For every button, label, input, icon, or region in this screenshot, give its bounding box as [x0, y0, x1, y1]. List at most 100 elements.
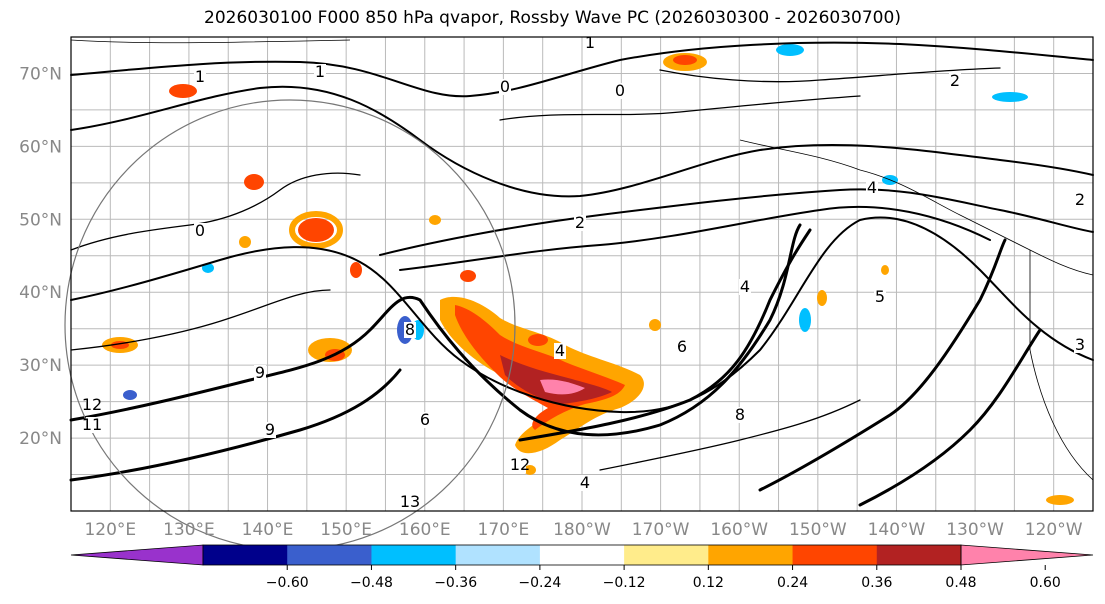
colorbar-tick-label: −0.36: [434, 575, 477, 591]
longitude-label: 130°W: [946, 520, 1004, 540]
longitude-label: 180°W: [553, 520, 611, 540]
contour-label: 9: [255, 363, 265, 382]
contour-label-bg: [554, 343, 566, 359]
longitude-label: 160°W: [710, 520, 768, 540]
contour-label: 6: [420, 410, 430, 429]
contour-label-bg: [579, 475, 591, 491]
contour: [379, 188, 1094, 256]
contour-label: 4: [740, 277, 750, 296]
contour-label-bg: [734, 407, 746, 423]
colorbar-tick-label: −0.24: [518, 575, 561, 591]
blob: [244, 174, 264, 190]
contour-label-bg: [499, 79, 511, 95]
longitude-label: 140°E: [242, 520, 294, 540]
contour-label: 2: [950, 71, 960, 90]
blob: [429, 215, 441, 225]
blob: [524, 465, 536, 475]
colorbar-segment: [624, 545, 709, 565]
latitude-label: 50°N: [19, 210, 62, 230]
contour-label: 11: [82, 415, 102, 434]
contour-label-bg: [874, 289, 886, 305]
coastline: [70, 39, 351, 44]
contour-label-bg: [1074, 192, 1086, 208]
longitude-labels: 120°E 130°E 140°E 150°E 160°E 170°E 180°W 170°W…: [84, 520, 1082, 540]
plume-darkred: [500, 355, 612, 404]
contour-lines: [69, 41, 1094, 507]
contour-label-bg: [314, 64, 326, 80]
colorbar-segment: [708, 545, 794, 565]
contour-label: 12: [510, 455, 530, 474]
contour-label-bg: [419, 412, 431, 428]
blob: [1046, 495, 1074, 505]
colorbar-extend-low: [70, 544, 204, 566]
contour: [659, 67, 1001, 83]
contour-label: 2: [575, 213, 585, 232]
longitude-label: 150°E: [320, 520, 372, 540]
colorbar-segment: [371, 545, 457, 565]
latitude-label: 30°N: [19, 356, 62, 376]
map-frame: [70, 36, 1094, 512]
contour-label-bg: [1074, 337, 1086, 353]
colorbar-segment: [203, 545, 288, 565]
contour: [858, 328, 1042, 507]
contour-label-bg: [404, 322, 416, 338]
contour-label: 8: [405, 320, 415, 339]
longitude-label: 170°E: [478, 520, 530, 540]
blob: [817, 290, 827, 306]
shaded-anomalies: [102, 44, 1074, 505]
colorbar-tick-label: −0.60: [266, 575, 309, 591]
blob: [460, 270, 476, 282]
colorbar-segment: [455, 545, 541, 565]
contour-label-bg: [404, 494, 416, 510]
colorbar-segment: [287, 545, 372, 565]
contour-label: 0: [615, 81, 625, 100]
colorbar-tick-label: 0.36: [861, 575, 892, 591]
contour: [399, 205, 991, 271]
latitude-label: 20°N: [19, 429, 62, 449]
blob: [350, 262, 362, 278]
contour-label: 2: [1075, 190, 1085, 209]
contour-label: 8: [735, 405, 745, 424]
blob: [992, 92, 1028, 102]
coastline: [739, 139, 1094, 276]
latitude-label: 40°N: [19, 283, 62, 303]
contour-label: 0: [195, 221, 205, 240]
longitude-label: 160°E: [399, 520, 451, 540]
contour-label: 5: [875, 287, 885, 306]
contour-label-bg: [866, 180, 878, 196]
colorbar-tick-label: 0.12: [693, 575, 724, 591]
colorbar-tick-label: −0.48: [350, 575, 393, 591]
contour-label: 3: [1075, 335, 1085, 354]
contour: [70, 216, 1094, 414]
blob: [528, 334, 548, 346]
longitude-label: 120°W: [1025, 520, 1083, 540]
longitude-label: 170°W: [632, 520, 690, 540]
contour-label: 4: [555, 341, 565, 360]
longitude-label: 130°E: [163, 520, 215, 540]
contour: [499, 95, 861, 121]
contour-label-bg: [514, 457, 526, 473]
contour-label-bg: [676, 339, 688, 355]
contour-label: 1: [195, 67, 205, 86]
contour-label-bg: [194, 223, 206, 239]
contour: [599, 399, 861, 471]
contour-label: 1: [585, 33, 595, 52]
blob: [649, 319, 661, 331]
blob: [289, 211, 343, 249]
longitude-label: 120°E: [84, 520, 136, 540]
colorbar-segment: [792, 545, 878, 565]
contour-label-bg: [739, 279, 751, 295]
blob: [881, 265, 889, 275]
latitude-labels: 70°N 60°N 50°N 40°N 30°N 20°N: [19, 64, 62, 449]
colorbar-frame: [202, 544, 962, 566]
blob: [776, 44, 804, 56]
contour: [70, 41, 1094, 98]
contour-label-bg: [86, 397, 98, 413]
coastline: [1029, 250, 1094, 481]
contour-label-bg: [574, 215, 586, 231]
contour-label-bg: [584, 35, 596, 51]
colorbar-tick-label: 0.48: [945, 575, 976, 591]
contour-label-bg: [86, 417, 98, 433]
